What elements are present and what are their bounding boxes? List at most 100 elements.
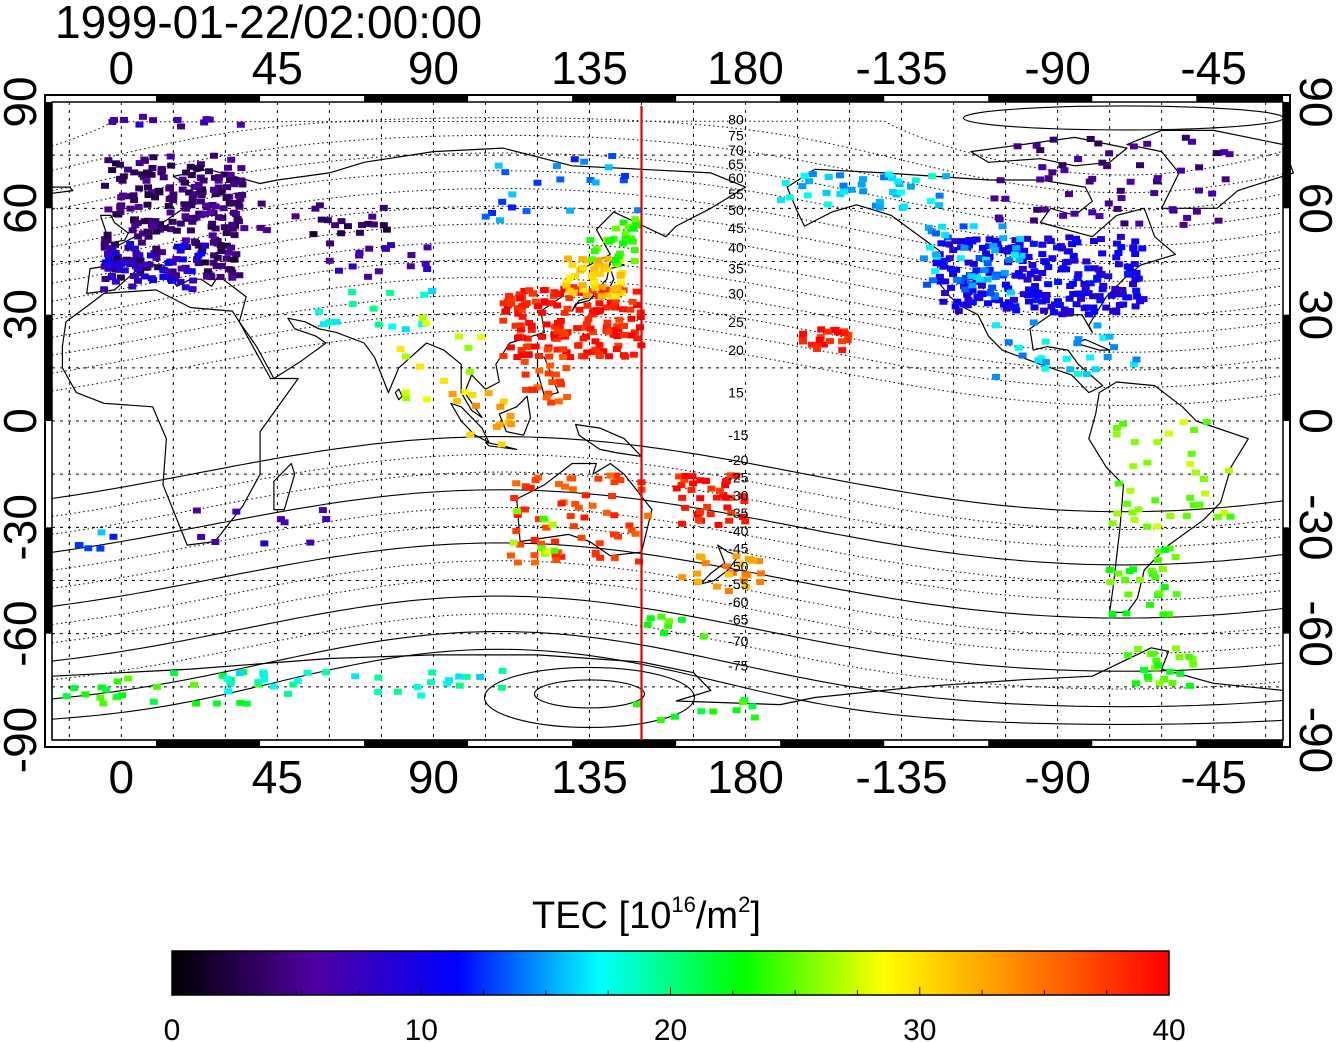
tec-cell — [178, 256, 187, 263]
tec-cell — [560, 309, 569, 316]
magnetic-latitude-label: 20 — [728, 342, 744, 358]
tec-cell — [925, 244, 934, 251]
tec-cell — [739, 699, 748, 706]
tec-cell — [223, 184, 232, 191]
magnetic-latitude-label: -30 — [728, 487, 748, 503]
tec-cell — [724, 588, 733, 595]
right-latitude-tick: 30 — [1290, 289, 1340, 340]
tec-cell — [617, 280, 626, 287]
tec-cell — [594, 257, 603, 264]
tec-cell — [941, 290, 950, 297]
tec-cell — [568, 262, 577, 269]
tec-cell — [533, 179, 542, 186]
tec-cell — [982, 250, 991, 257]
tec-cell — [1074, 370, 1083, 377]
tec-cell — [632, 222, 641, 229]
tec-cell — [972, 267, 981, 274]
magnetic-latitude-label: -35 — [728, 505, 748, 521]
tec-cell — [563, 305, 572, 312]
tec-cell — [181, 213, 190, 220]
tec-cell — [496, 403, 505, 410]
tec-cell — [991, 247, 1000, 254]
tec-cell — [136, 257, 145, 264]
tec-cell — [610, 512, 619, 519]
tec-cell — [1185, 682, 1194, 689]
tec-cell — [1081, 284, 1090, 291]
tec-cell — [108, 167, 117, 174]
tec-cell — [1006, 289, 1015, 296]
tec-cell — [614, 533, 623, 540]
tec-cell — [213, 254, 222, 261]
tec-cell — [148, 164, 157, 171]
tec-cell — [1044, 175, 1053, 182]
tec-cell — [388, 323, 397, 330]
coastlines — [44, 129, 1294, 741]
tec-cell — [524, 351, 533, 358]
tec-cell — [625, 522, 634, 529]
tec-cell — [785, 194, 794, 201]
tec-cell — [204, 168, 213, 175]
tec-cell — [629, 225, 638, 232]
frame-bar-top — [780, 96, 885, 102]
magnetic-latitude-line — [51, 560, 1284, 637]
tec-cell — [211, 225, 220, 232]
tec-cell — [1004, 304, 1013, 311]
tec-cell — [135, 252, 144, 259]
tec-cell — [454, 333, 463, 340]
tec-cell — [911, 177, 920, 184]
colorbar-tick-label: 30 — [903, 1014, 936, 1042]
tec-cell — [211, 191, 220, 198]
tec-cell — [594, 475, 603, 482]
tec-cell — [180, 179, 189, 186]
tec-cell — [99, 700, 108, 707]
tec-cell — [210, 174, 219, 181]
tec-cell — [260, 676, 269, 683]
tec-cell — [885, 171, 894, 178]
tec-cell — [1014, 270, 1023, 277]
tec-cell — [991, 237, 1000, 244]
tec-cell — [644, 512, 653, 519]
tec-cell — [621, 230, 630, 237]
tec-cell — [234, 192, 243, 199]
tec-cell — [977, 282, 986, 289]
tec-cell — [534, 303, 543, 310]
top-longitude-tick: 180 — [707, 42, 784, 94]
tec-cell — [975, 276, 984, 283]
tec-cell — [696, 477, 705, 484]
tec-cell — [128, 258, 137, 265]
tec-cell — [402, 395, 411, 402]
tec-cell — [931, 268, 940, 275]
tec-cell — [501, 169, 510, 176]
tec-cell — [1074, 271, 1083, 278]
tec-cell — [580, 158, 589, 165]
tec-cell — [633, 302, 642, 309]
tec-cell — [1048, 255, 1057, 262]
tec-cell — [318, 507, 327, 514]
tec-cell — [166, 153, 175, 160]
tec-cell — [630, 258, 639, 265]
top-longitude-axis: 0 45 90 135 180 -135 -90 -45 — [109, 42, 1247, 94]
tec-cell — [128, 227, 137, 234]
tec-cell — [968, 299, 977, 306]
tec-cell — [144, 191, 153, 198]
tec-cell — [497, 441, 506, 448]
tec-cell — [1200, 476, 1209, 483]
tec-cell — [678, 494, 687, 501]
tec-cell — [945, 241, 954, 248]
tec-cell — [1120, 220, 1129, 227]
tec-cell — [535, 367, 544, 374]
tec-cell — [152, 254, 161, 261]
tec-cell — [1058, 311, 1067, 318]
tec-cell — [634, 207, 643, 214]
tec-cell — [393, 688, 402, 695]
tec-cell — [1121, 576, 1130, 583]
tec-cell — [609, 303, 618, 310]
tec-cell — [1168, 206, 1177, 213]
tec-cell — [1031, 289, 1040, 296]
tec-cell — [507, 204, 516, 211]
tec-cell — [1073, 274, 1082, 281]
tec-cell — [413, 683, 422, 690]
tec-cell — [531, 298, 540, 305]
tec-cell — [197, 533, 206, 540]
tec-cell — [100, 286, 109, 293]
